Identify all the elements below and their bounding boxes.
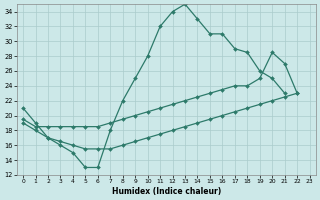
X-axis label: Humidex (Indice chaleur): Humidex (Indice chaleur) [112, 187, 221, 196]
